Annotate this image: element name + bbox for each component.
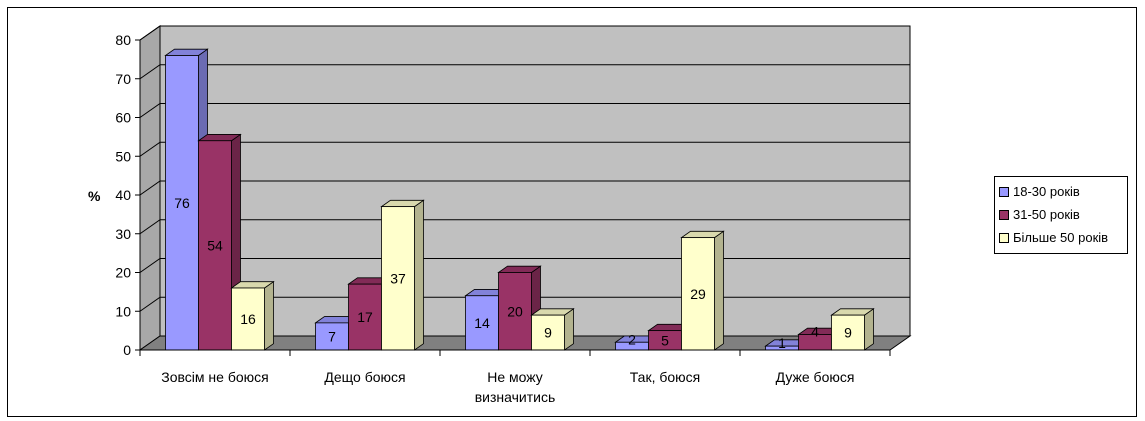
data-label: 9 <box>544 325 552 341</box>
data-label: 2 <box>628 331 636 347</box>
gridline <box>139 219 910 235</box>
x-tick-label: Не можу <box>487 369 543 385</box>
bar <box>198 140 232 351</box>
bar-side <box>264 280 274 351</box>
legend-item: 31-50 років <box>999 203 1123 226</box>
gridline <box>139 103 910 118</box>
data-label: 54 <box>207 237 223 253</box>
bar-side <box>864 308 874 351</box>
data-label: 37 <box>390 270 406 286</box>
y-tick-label: 60 <box>115 110 131 126</box>
bar <box>498 272 532 351</box>
bar <box>165 55 199 351</box>
bar <box>831 314 865 351</box>
legend-label: 18-30 років <box>1013 184 1080 199</box>
y-tick-label: 30 <box>115 226 131 242</box>
gridline <box>139 296 910 312</box>
bar-side <box>564 308 574 351</box>
data-label: 17 <box>357 309 373 325</box>
data-label: 7 <box>328 328 336 344</box>
x-tick-label: Дуже боюся <box>776 369 855 385</box>
bar <box>315 322 349 351</box>
data-label: 16 <box>240 311 256 327</box>
x-tick-label: Так, боюся <box>630 369 701 385</box>
y-tick-label: 10 <box>115 303 131 319</box>
data-label: 76 <box>174 195 190 211</box>
data-label: 20 <box>507 303 523 319</box>
chart-legend: 18-30 років 31-50 років Більше 50 років <box>994 176 1128 254</box>
y-tick-label: 20 <box>115 265 131 281</box>
legend-swatch <box>999 232 1009 243</box>
x-tick-label: Зовсім не боюся <box>161 369 268 385</box>
legend-item: Більше 50 років <box>999 226 1123 249</box>
data-label: 14 <box>474 315 490 331</box>
data-label: 9 <box>844 325 852 341</box>
legend-item: 18-30 років <box>999 180 1123 203</box>
y-tick-label: 80 <box>115 32 131 48</box>
gridline <box>139 141 910 157</box>
x-tick-label: визначитись <box>475 389 556 405</box>
legend-label: Більше 50 років <box>1013 230 1109 245</box>
y-tick-label: 0 <box>123 342 131 358</box>
gridline <box>139 64 910 80</box>
bar-side <box>414 199 424 351</box>
y-axis-label: % <box>88 188 101 204</box>
bar <box>381 206 415 351</box>
gridline <box>139 180 910 196</box>
y-tick-label: 40 <box>115 187 131 203</box>
bar <box>231 287 265 351</box>
gridline <box>139 258 910 273</box>
legend-swatch <box>999 186 1009 197</box>
legend-swatch <box>999 209 1009 220</box>
data-label: 29 <box>690 286 706 302</box>
legend-label: 31-50 років <box>1013 207 1080 222</box>
data-label: 1 <box>778 335 786 351</box>
bar-side <box>714 230 724 351</box>
bar <box>531 314 565 351</box>
y-tick-label: 50 <box>115 148 131 164</box>
data-label: 5 <box>661 332 669 348</box>
y-tick-label: 70 <box>115 71 131 87</box>
x-tick-label: Дещо боюся <box>324 369 405 385</box>
gridline <box>139 25 910 41</box>
bar <box>465 295 499 351</box>
data-label: 4 <box>811 324 819 340</box>
